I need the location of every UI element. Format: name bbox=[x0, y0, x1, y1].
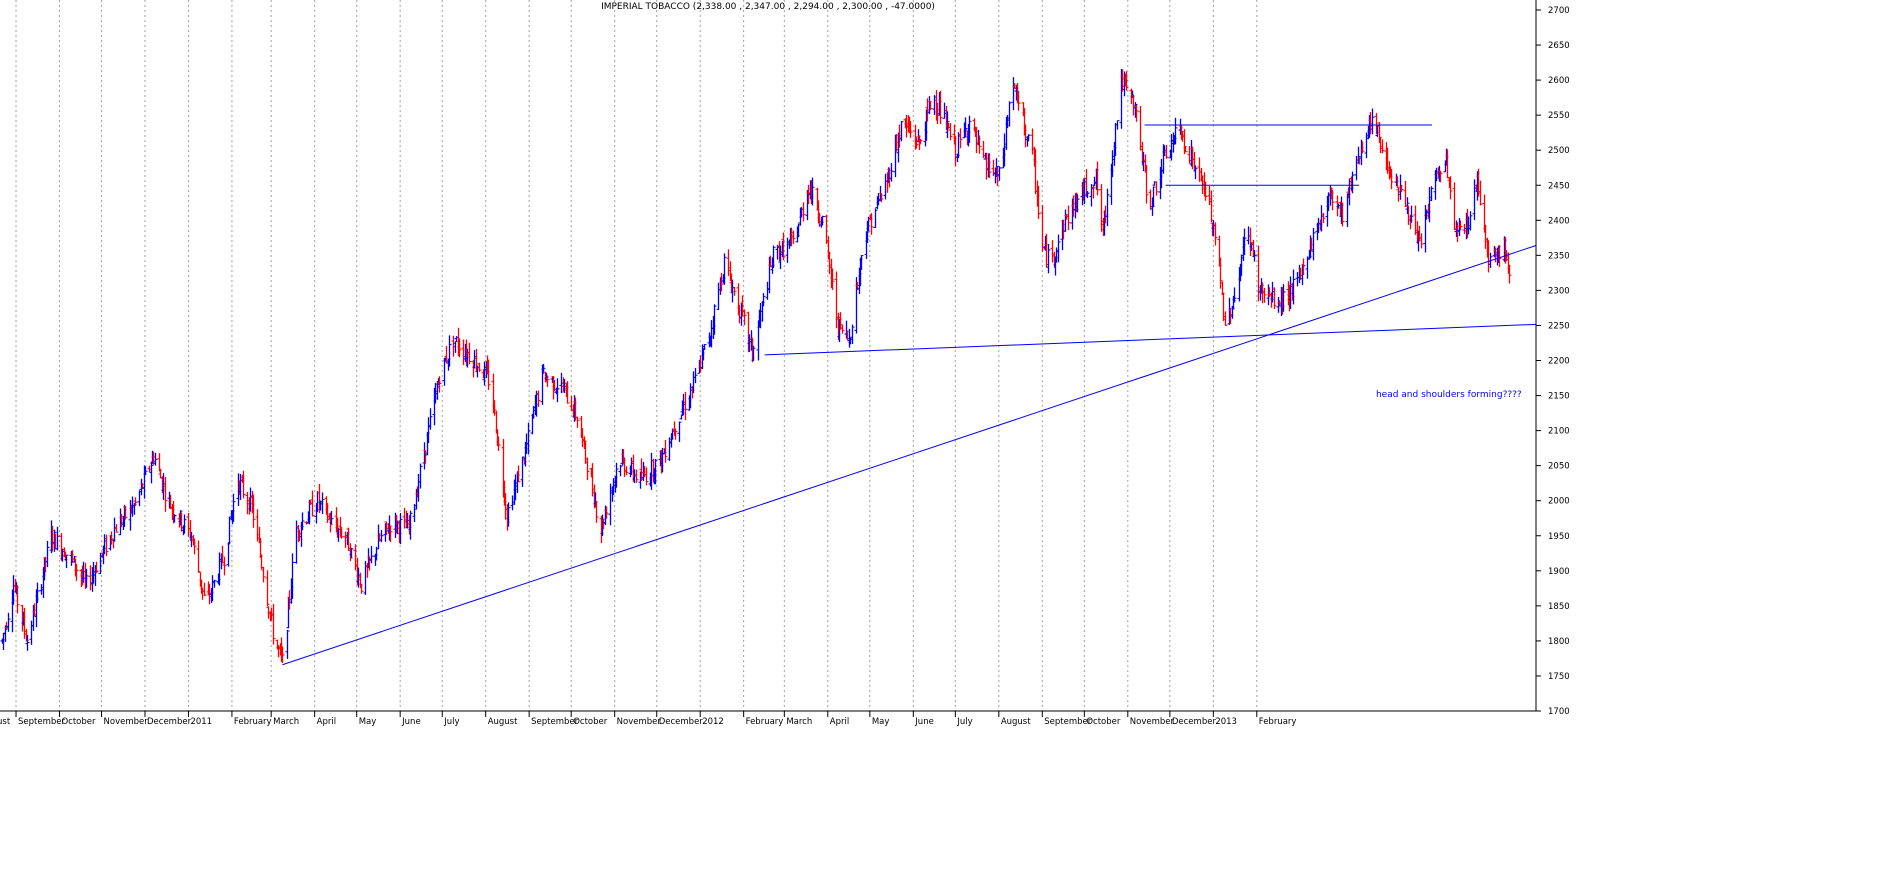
x-tick-label: February bbox=[746, 717, 784, 727]
y-tick-label: 2700 bbox=[1548, 6, 1570, 16]
x-tick-label: June bbox=[401, 717, 421, 727]
x-tick-label: May bbox=[872, 717, 890, 727]
x-tick-label: March bbox=[786, 717, 812, 727]
y-tick-label: 2000 bbox=[1548, 497, 1570, 507]
y-tick-label: 1750 bbox=[1548, 672, 1570, 682]
x-tick-label: August bbox=[1001, 717, 1031, 727]
x-tick-label: 2012 bbox=[702, 717, 724, 727]
x-tick-label: December bbox=[659, 717, 704, 727]
x-tick-label: May bbox=[359, 717, 377, 727]
y-tick-label: 1700 bbox=[1548, 707, 1570, 717]
x-tick-label: October bbox=[573, 717, 608, 727]
annotation-head-and-shoulders: head and shoulders forming???? bbox=[1376, 390, 1522, 400]
x-tick-label: November bbox=[104, 717, 149, 727]
x-tick-label: July bbox=[443, 717, 459, 727]
x-tick-label: 2011 bbox=[190, 717, 212, 727]
x-tick-label: October bbox=[61, 717, 96, 727]
y-tick-label: 1900 bbox=[1548, 567, 1570, 577]
x-tick-label: June bbox=[914, 717, 934, 727]
y-tick-label: 1850 bbox=[1548, 602, 1570, 612]
y-tick-label: 2200 bbox=[1548, 357, 1570, 367]
y-tick-label: 2500 bbox=[1548, 146, 1570, 156]
x-tick-label: February bbox=[1259, 717, 1297, 727]
price-bars bbox=[0, 68, 1512, 664]
trendline bbox=[764, 323, 1537, 356]
chart-title: IMPERIAL TOBACCO (2,338.00 , 2,347.00 , … bbox=[601, 2, 935, 12]
trendlines bbox=[282, 124, 1537, 666]
y-tick-label: 2650 bbox=[1548, 41, 1570, 51]
y-tick-label: 2050 bbox=[1548, 462, 1570, 472]
x-tick-label: February bbox=[234, 717, 272, 727]
x-tick-label: October bbox=[1086, 717, 1121, 727]
axes: 1700 1750 1800 1850 1900 1950 2000 2050 2100 2150… bbox=[0, 0, 1570, 727]
y-tick-label: 2100 bbox=[1548, 427, 1570, 437]
y-tick-label: 2600 bbox=[1548, 76, 1570, 86]
y-tick-label: 2400 bbox=[1548, 216, 1570, 226]
x-tick-label: April bbox=[317, 717, 336, 727]
y-tick-label: 2250 bbox=[1548, 321, 1570, 331]
grid-layer bbox=[15, 0, 1258, 711]
x-tick-label: April bbox=[830, 717, 849, 727]
x-tick-label: November bbox=[617, 717, 662, 727]
y-tick-label: 2150 bbox=[1548, 392, 1570, 402]
y-tick-label: 2450 bbox=[1548, 181, 1570, 191]
y-tick-label: 2300 bbox=[1548, 286, 1570, 296]
x-tick-label: November bbox=[1130, 717, 1175, 727]
y-tick-label: 1800 bbox=[1548, 637, 1570, 647]
x-tick-label: July bbox=[956, 717, 972, 727]
x-tick-label: December bbox=[147, 717, 192, 727]
y-tick-label: 2550 bbox=[1548, 111, 1570, 121]
trendline bbox=[282, 245, 1537, 666]
x-tick-label: September bbox=[1044, 717, 1091, 727]
x-tick-label: 2013 bbox=[1215, 717, 1237, 727]
x-tick-label: December bbox=[1172, 717, 1217, 727]
y-tick-label: 2350 bbox=[1548, 251, 1570, 261]
x-tick-label: September bbox=[531, 717, 578, 727]
x-tick-label: March bbox=[273, 717, 299, 727]
x-tick-label: August bbox=[488, 717, 518, 727]
x-tick-label: September bbox=[18, 717, 65, 727]
x-tick-label: ust bbox=[0, 717, 11, 727]
y-tick-label: 1950 bbox=[1548, 532, 1570, 542]
